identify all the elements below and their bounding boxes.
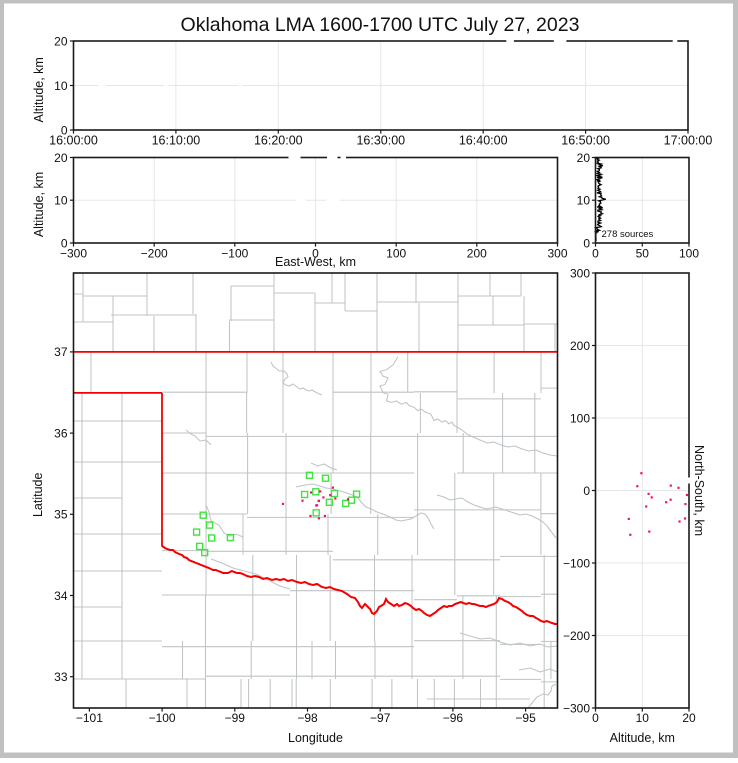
svg-text:0: 0 <box>592 247 599 261</box>
svg-text:300: 300 <box>570 266 590 280</box>
svg-text:300: 300 <box>547 247 567 261</box>
svg-text:0: 0 <box>61 123 68 137</box>
svg-text:−100: −100 <box>149 711 176 725</box>
svg-text:20: 20 <box>682 711 696 725</box>
svg-text:0: 0 <box>583 236 590 250</box>
svg-text:200: 200 <box>467 247 487 261</box>
svg-text:−300: −300 <box>563 701 590 715</box>
svg-text:36: 36 <box>54 426 68 440</box>
svg-text:16:20:00: 16:20:00 <box>254 134 303 148</box>
svg-text:200: 200 <box>570 339 590 353</box>
svg-text:0: 0 <box>61 236 68 250</box>
svg-text:100: 100 <box>570 411 590 425</box>
svg-text:16:00:00: 16:00:00 <box>49 134 98 148</box>
svg-text:0: 0 <box>583 484 590 498</box>
svg-text:Altitude, km: Altitude, km <box>610 731 675 745</box>
svg-text:0: 0 <box>312 247 319 261</box>
svg-text:16:40:00: 16:40:00 <box>459 134 508 148</box>
svg-text:33: 33 <box>54 670 68 684</box>
svg-text:−96: −96 <box>443 711 464 725</box>
svg-text:East-West, km: East-West, km <box>275 255 356 269</box>
svg-text:Altitude, km: Altitude, km <box>32 57 46 122</box>
svg-text:−95: −95 <box>515 711 536 725</box>
svg-text:−100: −100 <box>221 247 248 261</box>
svg-text:100: 100 <box>386 247 406 261</box>
svg-text:17:00:00: 17:00:00 <box>664 134 713 148</box>
svg-text:−99: −99 <box>225 711 246 725</box>
svg-text:16:10:00: 16:10:00 <box>152 134 201 148</box>
svg-text:−200: −200 <box>141 247 168 261</box>
svg-text:16:50:00: 16:50:00 <box>561 134 610 148</box>
svg-text:10: 10 <box>636 711 650 725</box>
svg-text:10: 10 <box>54 79 68 93</box>
svg-text:−101: −101 <box>76 711 103 725</box>
svg-text:−98: −98 <box>297 711 318 725</box>
svg-text:0: 0 <box>592 711 599 725</box>
svg-text:−300: −300 <box>60 247 87 261</box>
svg-text:Longitude: Longitude <box>288 731 343 745</box>
svg-text:−100: −100 <box>563 556 590 570</box>
svg-text:16:30:00: 16:30:00 <box>356 134 405 148</box>
svg-text:37: 37 <box>54 345 68 359</box>
svg-text:278 sources: 278 sources <box>602 229 654 240</box>
svg-text:50: 50 <box>636 247 650 261</box>
svg-text:35: 35 <box>54 508 68 522</box>
svg-text:10: 10 <box>577 194 591 208</box>
svg-text:Altitude, km: Altitude, km <box>32 172 46 237</box>
svg-text:−200: −200 <box>563 629 590 643</box>
svg-text:100: 100 <box>679 247 699 261</box>
svg-text:−97: −97 <box>370 711 391 725</box>
svg-text:North-South, km: North-South, km <box>692 445 706 536</box>
svg-text:34: 34 <box>54 589 68 603</box>
svg-text:20: 20 <box>54 151 68 165</box>
svg-text:Latitude: Latitude <box>31 473 45 518</box>
svg-text:20: 20 <box>54 34 68 48</box>
svg-text:10: 10 <box>54 194 68 208</box>
svg-text:20: 20 <box>577 151 591 165</box>
svg-text:Oklahoma LMA 1600-1700 UTC Jul: Oklahoma LMA 1600-1700 UTC July 27, 2023 <box>181 14 580 36</box>
